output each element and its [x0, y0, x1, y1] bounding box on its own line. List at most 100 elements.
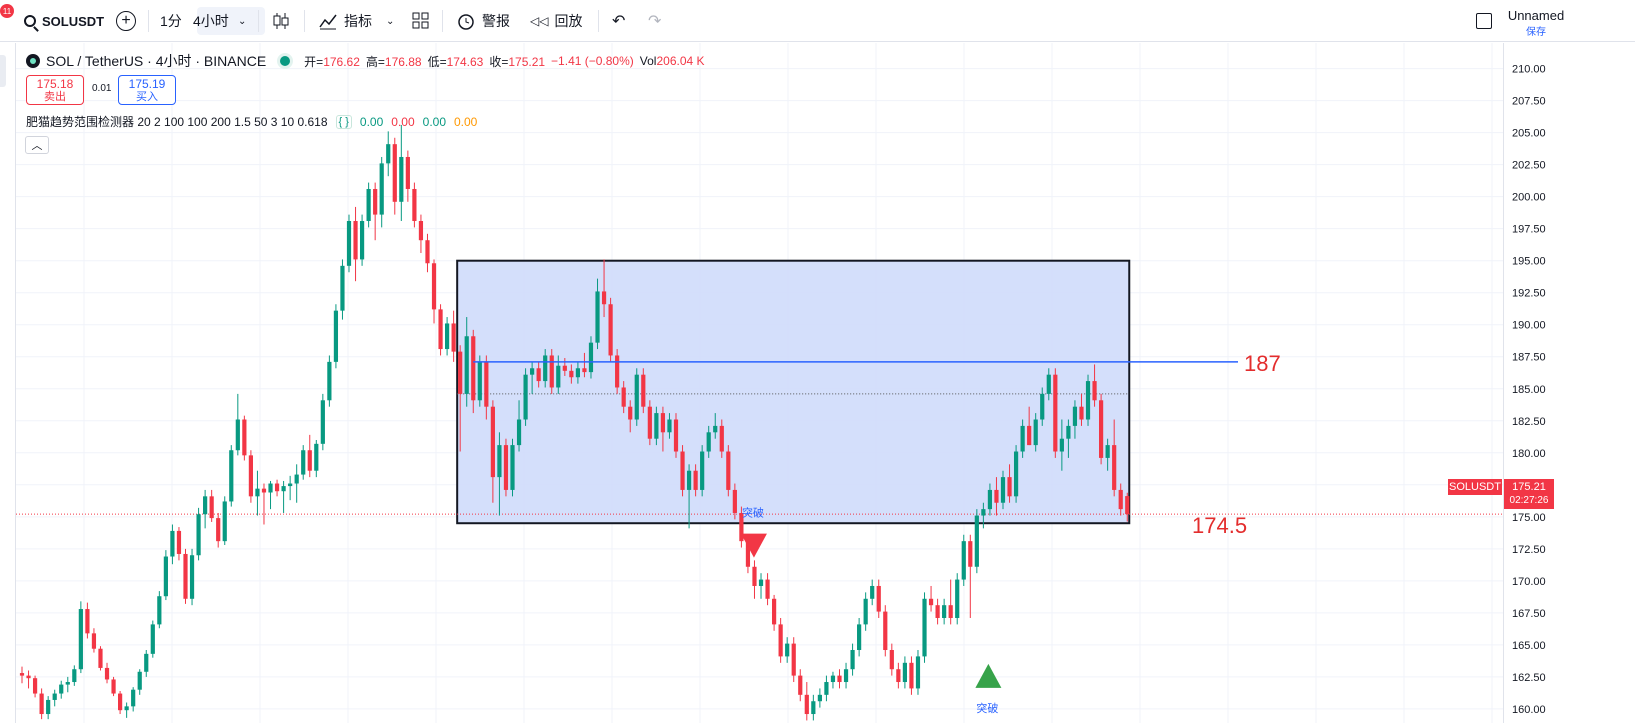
vol-value: 206.04 K — [656, 54, 705, 68]
candle-body — [608, 304, 613, 356]
timeframe-1m[interactable]: 1分 — [160, 13, 182, 29]
indicators-label: 指标 — [344, 13, 372, 29]
toolbar-tab[interactable] — [0, 55, 6, 87]
candle-body — [405, 156, 410, 189]
candle-body — [837, 675, 842, 683]
candle-body — [752, 566, 757, 586]
candle-body — [948, 605, 953, 618]
close-label: 收= — [489, 54, 509, 69]
candle-body — [1040, 393, 1045, 420]
range-bottom-label: 174.5 — [1192, 513, 1247, 538]
candle-body — [634, 374, 639, 420]
redo-icon[interactable]: ↷ — [648, 13, 662, 30]
indicators-button[interactable]: 指标 — [318, 0, 372, 42]
candle-body — [889, 650, 894, 670]
candle-body — [824, 682, 829, 695]
candle-body — [745, 541, 751, 567]
candle-body — [274, 483, 280, 492]
layout-name[interactable]: Unnamed 保存 — [1506, 8, 1566, 38]
plus-circle-icon: + — [116, 11, 136, 31]
collapse-legend-button[interactable]: ︿ — [25, 136, 49, 154]
source-code-icon[interactable]: { } — [335, 114, 352, 129]
candle-body — [471, 336, 476, 401]
price-scale[interactable] — [1503, 43, 1635, 723]
undo-icon[interactable]: ↶ — [612, 13, 626, 30]
candle-body — [543, 355, 548, 382]
candle-body — [863, 598, 868, 625]
candle-body — [981, 509, 986, 516]
candle-body — [353, 221, 358, 260]
indicator-legend[interactable]: 肥猫趋势范围检测器 20 2 100 100 200 1.5 50 3 10 0… — [26, 113, 477, 130]
candle-body — [765, 579, 770, 599]
candle-body — [719, 425, 724, 452]
indicator-value-2: 0.00 — [391, 114, 415, 129]
sell-button[interactable]: 175.18 卖出 — [26, 75, 84, 105]
chevron-down-icon[interactable]: ⌄ — [386, 15, 395, 27]
timeframe-4h[interactable]: 4小时 — [193, 13, 229, 29]
candle-body — [346, 221, 352, 266]
chevron-down-icon[interactable]: ⌄ — [238, 15, 247, 27]
candle-body — [124, 706, 129, 711]
candle-body — [203, 496, 208, 515]
candle-body — [209, 496, 214, 519]
buy-button[interactable]: 175.19 买入 — [118, 75, 176, 105]
candle-body — [1033, 419, 1038, 446]
candle-body — [46, 699, 51, 715]
solana-logo-icon — [26, 54, 40, 68]
candle-body — [26, 675, 31, 679]
candle-body — [366, 188, 371, 222]
alert-button[interactable]: 警报 — [456, 0, 510, 42]
candle-body — [530, 368, 535, 375]
candle-body — [157, 596, 162, 625]
layout-checkbox[interactable] — [1476, 0, 1492, 42]
symbol-search[interactable]: SOLUSDT — [24, 0, 104, 42]
candle-body — [150, 624, 155, 654]
candle-body — [778, 624, 783, 657]
breakout-down-label: 突破 — [742, 506, 764, 520]
candle-body — [176, 530, 182, 554]
indicator-label: 肥猫趋势范围检测器 20 2 100 100 200 1.5 50 3 10 0… — [26, 115, 328, 129]
candle-body — [713, 425, 718, 433]
candle-body — [647, 406, 652, 439]
candle-body — [425, 240, 430, 264]
candle-body — [1072, 406, 1078, 426]
rewind-icon: ◁◁ — [530, 14, 549, 28]
candle-body — [307, 450, 312, 471]
candle-body — [163, 556, 168, 597]
candle-body — [791, 643, 796, 676]
price-tick-label: 162.50 — [1512, 672, 1546, 684]
candle-body — [1013, 451, 1019, 497]
price-tick-label: 175.00 — [1512, 512, 1546, 524]
candle-body — [700, 451, 705, 490]
candle-body — [39, 693, 44, 715]
candle-body — [418, 221, 424, 241]
separator — [258, 10, 259, 32]
chevron-up-icon: ︿ — [31, 140, 43, 152]
candle-body — [327, 361, 332, 401]
candle-body — [281, 486, 286, 492]
price-tick-label: 197.50 — [1512, 224, 1546, 236]
candle-body — [883, 611, 888, 651]
candle-body — [314, 443, 319, 471]
open-label: 开= — [304, 54, 324, 69]
candle-body — [510, 445, 515, 490]
candle-body — [477, 361, 482, 401]
candle-body — [556, 365, 561, 388]
replay-button[interactable]: ◁◁ 回放 — [530, 0, 582, 42]
candle-body — [255, 488, 260, 497]
notification-badge[interactable]: 11 — [0, 4, 14, 18]
candle-style-button[interactable] — [272, 0, 290, 42]
candle-body — [320, 400, 325, 444]
layout-button[interactable] — [412, 0, 430, 42]
candle-body — [1125, 496, 1130, 515]
square-icon — [1476, 13, 1492, 29]
candle-body — [431, 263, 437, 310]
legend-title[interactable]: SOL / TetherUS · 4小时 · BINANCE — [46, 53, 267, 69]
candle-body — [458, 351, 463, 394]
layout-name-label: Unnamed — [1507, 8, 1565, 23]
add-symbol-button[interactable]: + — [116, 0, 136, 42]
candle-body — [588, 342, 594, 373]
candle-body — [222, 501, 227, 542]
breakout-up-arrow — [975, 663, 1002, 688]
